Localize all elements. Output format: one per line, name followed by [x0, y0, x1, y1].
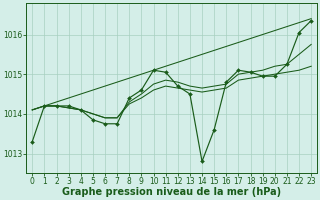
X-axis label: Graphe pression niveau de la mer (hPa): Graphe pression niveau de la mer (hPa)	[62, 187, 281, 197]
